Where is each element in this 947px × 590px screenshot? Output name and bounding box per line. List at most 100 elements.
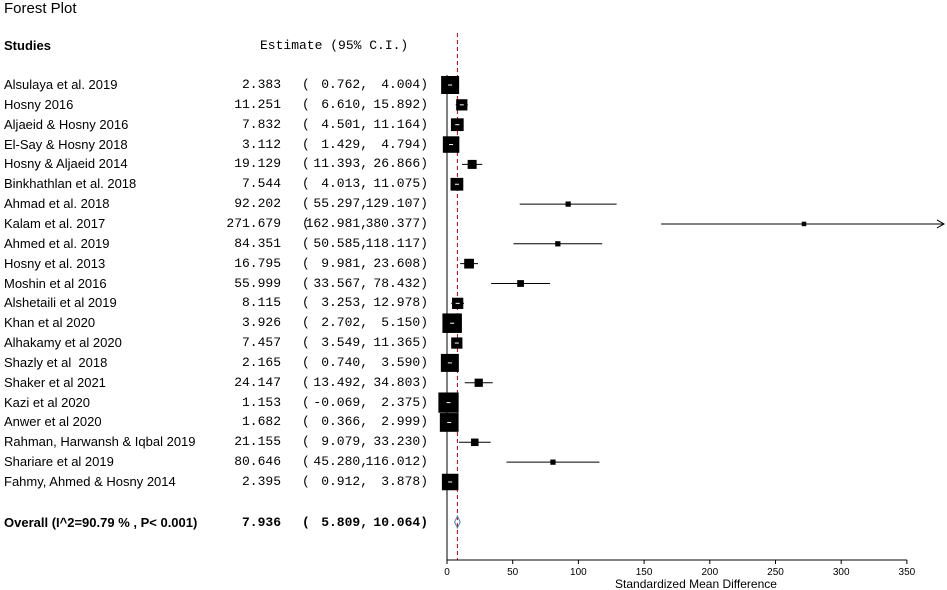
paren-open: ( bbox=[302, 255, 310, 271]
paren-open: ( bbox=[302, 515, 310, 530]
overall-ci-lower: 5.809, bbox=[321, 515, 368, 530]
study-estimate: 2.395 bbox=[241, 474, 281, 489]
paren-open: ( bbox=[302, 414, 310, 430]
study-name: Alshetaili et al 2019 bbox=[4, 295, 117, 311]
study-name: Shaker et al 2021 bbox=[4, 374, 106, 390]
study-name: Alsulaya et al. 2019 bbox=[4, 77, 118, 92]
study-estimate: 1.682 bbox=[241, 414, 281, 430]
study-ci-upper: 23.608) bbox=[373, 255, 428, 271]
study-ci-upper: 15.892) bbox=[373, 96, 428, 112]
study-ci-lower: 162.981, bbox=[305, 215, 368, 231]
study-estimate: 84.351 bbox=[234, 235, 281, 251]
study-name: Moshin et al 2016 bbox=[4, 275, 107, 291]
study-ci-upper: 11.164) bbox=[373, 116, 428, 132]
x-tick-label: 200 bbox=[701, 567, 718, 578]
study-name: Fahmy, Ahmed & Hosny 2014 bbox=[4, 474, 176, 489]
paren-open: ( bbox=[302, 96, 310, 112]
paren-open: ( bbox=[302, 235, 310, 251]
study-ci-lower: 9.079, bbox=[321, 434, 368, 450]
study-name: Ahmad et al. 2018 bbox=[4, 196, 110, 212]
effect-square bbox=[474, 378, 483, 387]
study-estimate: 3.112 bbox=[241, 136, 281, 152]
study-ci-upper: 12.978) bbox=[373, 295, 428, 311]
study-ci-lower: 0.740, bbox=[321, 354, 368, 370]
x-tick-label: 0 bbox=[444, 567, 450, 578]
study-ci-upper: 3.878) bbox=[381, 474, 428, 489]
overall-label: Overall (I^2=90.79 % , P< 0.001) bbox=[4, 515, 198, 530]
study-estimate: 7.457 bbox=[241, 335, 281, 351]
study-name: Binkhathlan et al. 2018 bbox=[4, 176, 137, 192]
study-estimate: 2.165 bbox=[241, 354, 281, 370]
study-ci-lower: 6.610, bbox=[321, 96, 368, 112]
paren-open: ( bbox=[302, 295, 310, 311]
paren-open: ( bbox=[302, 354, 310, 370]
plot-title: Forest Plot bbox=[4, 0, 77, 17]
study-ci-lower: 1.429, bbox=[321, 136, 368, 152]
paren-open: ( bbox=[302, 335, 310, 351]
study-estimate: 80.646 bbox=[234, 454, 281, 470]
study-estimate: 7.832 bbox=[241, 116, 281, 132]
study-ci-lower: 3.549, bbox=[321, 335, 368, 351]
x-tick-label: 350 bbox=[899, 567, 916, 578]
paren-open: ( bbox=[302, 434, 310, 450]
study-ci-lower: -0.069, bbox=[313, 394, 368, 410]
paren-open: ( bbox=[302, 77, 310, 92]
study-name: Rahman, Harwansh & Iqbal 2019 bbox=[4, 434, 196, 450]
study-name: Aljaeid & Hosny 2016 bbox=[4, 116, 129, 132]
study-ci-lower: 4.501, bbox=[321, 116, 368, 132]
study-name: Ahmed et al. 2019 bbox=[4, 235, 110, 251]
effect-square bbox=[550, 459, 556, 465]
effect-square bbox=[565, 201, 571, 207]
study-ci-upper: 2.999) bbox=[381, 414, 428, 430]
paren-open: ( bbox=[302, 156, 310, 172]
study-estimate: 55.999 bbox=[234, 275, 281, 291]
studies-header: Studies bbox=[4, 38, 51, 53]
study-name: Alhakamy et al 2020 bbox=[4, 335, 122, 351]
study-ci-lower: 33.567, bbox=[313, 275, 368, 291]
study-estimate: 271.679 bbox=[226, 215, 281, 231]
x-tick-label: 250 bbox=[767, 567, 784, 578]
effect-square bbox=[801, 221, 807, 227]
study-ci-lower: 0.912, bbox=[321, 474, 368, 489]
study-ci-lower: 4.013, bbox=[321, 176, 368, 192]
study-ci-upper: 26.866) bbox=[373, 156, 428, 172]
study-ci-upper: 11.075) bbox=[373, 176, 428, 192]
study-ci-upper: 34.803) bbox=[373, 374, 428, 390]
paren-open: ( bbox=[302, 315, 310, 331]
study-name: Hosny & Aljaeid 2014 bbox=[4, 156, 128, 172]
study-ci-upper: 4.794) bbox=[381, 136, 428, 152]
paren-open: ( bbox=[302, 136, 310, 152]
paren-open: ( bbox=[302, 116, 310, 132]
x-tick-label: 300 bbox=[833, 567, 850, 578]
study-ci-lower: 9.981, bbox=[321, 255, 368, 271]
study-estimate: 19.129 bbox=[234, 156, 281, 172]
study-ci-upper: 3.590) bbox=[381, 354, 428, 370]
study-ci-lower: 0.762, bbox=[321, 77, 368, 92]
study-estimate: 1.153 bbox=[241, 394, 281, 410]
x-tick-label: 150 bbox=[636, 567, 653, 578]
study-ci-lower: 2.702, bbox=[321, 315, 368, 331]
paren-open: ( bbox=[302, 474, 310, 489]
study-ci-upper: 11.365) bbox=[373, 335, 428, 351]
study-estimate: 21.155 bbox=[234, 434, 281, 450]
study-estimate: 8.115 bbox=[241, 295, 281, 311]
x-tick-label: 100 bbox=[570, 567, 587, 578]
study-ci-lower: 50.585, bbox=[313, 235, 368, 251]
effect-square bbox=[464, 258, 474, 269]
study-ci-lower: 0.366, bbox=[321, 414, 368, 430]
effect-square bbox=[555, 241, 561, 247]
paren-open: ( bbox=[302, 275, 310, 291]
study-estimate: 11.251 bbox=[234, 96, 281, 112]
study-estimate: 92.202 bbox=[234, 196, 281, 212]
study-ci-upper: 380.377) bbox=[365, 215, 428, 231]
paren-open: ( bbox=[302, 196, 310, 212]
overall-diamond bbox=[454, 514, 461, 530]
effect-square bbox=[471, 438, 479, 447]
x-axis-label: Standardized Mean Difference bbox=[615, 577, 777, 590]
paren-open: ( bbox=[302, 374, 310, 390]
study-name: Shazly et al 2018 bbox=[4, 354, 108, 370]
study-ci-upper: 2.375) bbox=[381, 394, 428, 410]
study-estimate: 24.147 bbox=[234, 374, 281, 390]
paren-open: ( bbox=[302, 394, 310, 410]
study-ci-lower: 13.492, bbox=[313, 374, 368, 390]
